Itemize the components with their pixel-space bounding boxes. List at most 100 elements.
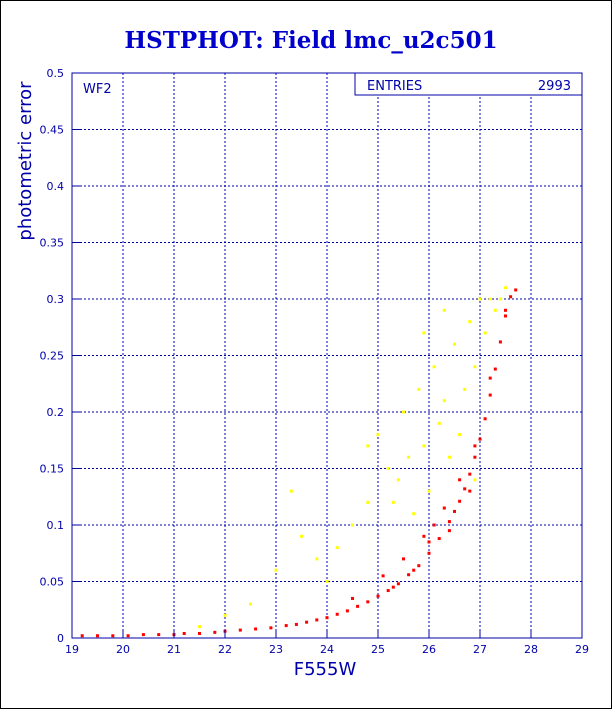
data-point <box>386 467 390 470</box>
y-axis-ticks: 0 0.05 0.1 0.15 0.2 0.25 0.3 0.35 0.4 0.45 0.5 <box>40 67 80 645</box>
data-point <box>417 564 421 568</box>
data-point <box>453 342 456 346</box>
data-point <box>427 551 431 555</box>
data-point <box>504 286 507 290</box>
data-point <box>396 478 400 482</box>
data-point <box>396 582 400 586</box>
data-point <box>198 625 201 629</box>
data-point <box>376 433 380 437</box>
data-point <box>417 387 421 391</box>
grid-lines <box>71 72 583 639</box>
data-point <box>407 455 411 459</box>
stats-entries-value: 2993 <box>538 79 571 94</box>
data-point <box>473 365 477 369</box>
data-point <box>453 509 456 513</box>
data-point <box>274 568 278 572</box>
data-point <box>366 600 370 604</box>
x-tick-label: 25 <box>371 643 385 656</box>
x-tick-label: 22 <box>218 643 232 656</box>
x-tick-label: 26 <box>422 643 436 656</box>
data-point <box>504 314 507 318</box>
data-point <box>468 472 472 476</box>
x-tick-label: 27 <box>473 643 487 656</box>
data-point <box>351 523 354 527</box>
data-point <box>432 365 436 369</box>
y-tick-label: 0.05 <box>40 576 65 589</box>
data-point <box>473 455 477 459</box>
data-point <box>458 433 462 437</box>
data-point <box>289 489 293 493</box>
data-point <box>391 500 395 504</box>
data-point <box>213 630 217 634</box>
x-tick-label: 21 <box>167 643 181 656</box>
data-point <box>447 529 451 533</box>
y-tick-label: 0.25 <box>40 350 65 363</box>
data-point <box>483 331 487 335</box>
data-point <box>412 512 416 516</box>
y-axis-label: photometric error <box>15 81 36 241</box>
data-point <box>305 620 309 624</box>
data-point <box>198 631 201 635</box>
data-point <box>284 624 288 628</box>
data-point <box>315 557 319 561</box>
data-point <box>141 633 145 637</box>
data-point <box>488 376 492 380</box>
data-point <box>351 596 354 600</box>
data-point <box>111 634 115 638</box>
data-point <box>473 444 477 448</box>
data-points <box>80 286 518 638</box>
data-point <box>356 604 360 608</box>
data-point <box>269 626 273 630</box>
data-point <box>442 506 446 510</box>
data-point <box>432 523 436 527</box>
x-tick-label: 19 <box>65 643 79 656</box>
stats-box <box>354 72 583 96</box>
data-point <box>427 540 431 544</box>
data-point <box>366 500 370 504</box>
x-axis-label: F555W <box>294 659 357 680</box>
x-tick-label: 29 <box>575 643 589 656</box>
data-point <box>422 534 426 538</box>
data-point <box>80 634 84 638</box>
data-point <box>254 627 258 631</box>
data-point <box>473 478 477 482</box>
data-point <box>249 602 252 606</box>
x-tick-label: 24 <box>320 643 334 656</box>
data-point <box>458 499 462 503</box>
data-point <box>514 288 518 292</box>
data-point <box>238 628 242 632</box>
data-point <box>335 612 339 616</box>
data-point <box>447 520 451 524</box>
x-tick-label: 23 <box>269 643 283 656</box>
x-tick-label: 28 <box>524 643 538 656</box>
y-tick-label: 0.1 <box>47 519 65 532</box>
chart-title: HSTPHOT: Field lmc_u2c501 <box>124 27 497 54</box>
data-point <box>498 297 502 301</box>
data-point <box>391 585 395 589</box>
data-point <box>366 444 370 448</box>
data-point <box>422 331 426 335</box>
data-point <box>493 308 497 312</box>
data-point <box>498 340 502 344</box>
data-point <box>478 297 482 301</box>
data-point <box>402 557 405 561</box>
data-point <box>294 622 298 626</box>
data-point <box>325 616 329 620</box>
data-point <box>345 609 349 613</box>
data-point <box>335 546 339 550</box>
data-point <box>437 421 441 425</box>
data-point <box>478 437 482 441</box>
data-point <box>493 367 497 371</box>
panel-label: WF2 <box>83 82 112 97</box>
data-point <box>325 580 329 583</box>
data-point <box>504 308 507 312</box>
data-point <box>182 631 186 635</box>
data-point <box>483 417 487 421</box>
data-point <box>412 568 416 572</box>
y-tick-label: 0.4 <box>47 180 65 193</box>
y-tick-label: 0 <box>57 632 64 645</box>
data-point <box>488 393 492 397</box>
data-point <box>96 634 99 638</box>
data-point <box>447 455 451 459</box>
stats-entries-label: ENTRIES <box>367 79 422 94</box>
